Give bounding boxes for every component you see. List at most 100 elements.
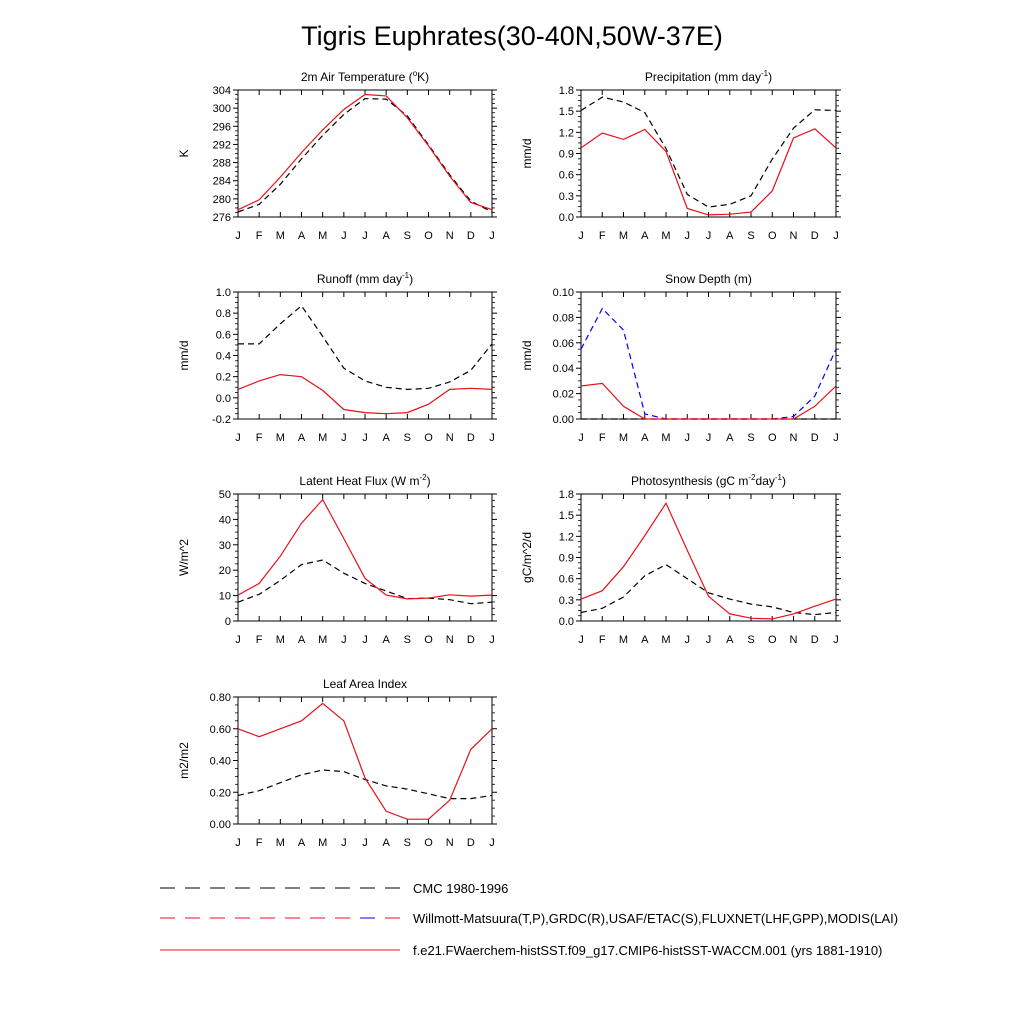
x-tick-label: J [235,634,241,646]
y-tick-label: 0.10 [553,287,574,299]
x-tick-label: J [362,230,368,242]
x-tick-label: O [424,230,433,242]
x-tick-label: N [446,230,454,242]
model-series-line [580,128,837,216]
y-tick-label: 0.2 [216,372,231,384]
x-tick-label: D [467,432,475,444]
x-tick-label: J [362,634,368,646]
x-tick-label: J [235,230,241,242]
legend-label: Willmott-Matsuura(T,P),GRDC(R),USAF/ETAC… [413,911,898,926]
legend-item: CMC 1980-1996 [160,881,508,896]
x-tick-label: A [382,432,390,444]
x-tick-label: M [318,634,327,646]
legend-label: CMC 1980-1996 [413,881,508,896]
x-tick-label: D [467,837,475,849]
x-tick-label: M [619,432,628,444]
x-tick-label: J [362,837,368,849]
x-tick-label: O [768,230,777,242]
panel-title: Photosynthesis (gC m-2day-1) [631,473,786,488]
panel-title: 2m Air Temperature (oK) [301,69,429,84]
x-tick-label: A [382,230,390,242]
model-series-line [237,702,493,820]
y-tick-label: 0.6 [216,329,231,341]
y-tick-label: 292 [213,139,231,151]
y-tick-label: 296 [213,121,231,133]
y-tick-label: 300 [213,103,231,115]
y-tick-label: 280 [213,194,231,206]
x-tick-label: J [706,432,712,444]
x-tick-label: D [811,432,819,444]
y-tick-label: 0.9 [559,553,574,565]
x-tick-label: S [404,230,411,242]
y-tick-label: 0.20 [210,787,231,799]
x-tick-label: N [446,837,454,849]
plot-frame [580,89,837,218]
y-tick-label: 0.40 [210,756,231,768]
x-tick-label: J [235,432,241,444]
x-tick-label: D [811,230,819,242]
chart-panel: Runoff (mm day-1)mm/dJ F M A M J J A S O N D J-0.20.… [177,271,497,444]
x-tick-label: J [489,634,495,646]
x-tick-label: A [726,432,734,444]
y-tick-label: 0.08 [553,312,574,324]
y-tick-label: 30 [219,540,231,552]
y-tick-label: 288 [213,158,231,170]
x-tick-label: D [467,634,475,646]
plot-frame [237,696,493,825]
legend-item: Willmott-Matsuura(T,P),GRDC(R),USAF/ETAC… [160,911,898,926]
x-tick-label: F [599,230,606,242]
y-tick-label: 1.8 [559,85,574,97]
x-tick-label: A [641,230,649,242]
obs-series-line [580,563,837,616]
y-tick-label: -0.2 [212,414,231,426]
x-tick-label: J [341,837,347,849]
x-tick-label: J [578,230,584,242]
y-tick-label: 0.9 [559,149,574,161]
x-tick-label: F [256,432,263,444]
x-tick-label: J [833,634,839,646]
model-series-line [580,382,837,420]
x-tick-label: J [362,432,368,444]
y-axis-label: m2/m2 [177,742,191,779]
page-title: Tigris Euphrates(30-40N,50W-37E) [301,21,723,51]
x-tick-label: M [276,230,285,242]
x-tick-label: S [404,634,411,646]
y-tick-label: 0.60 [210,724,231,736]
x-tick-label: S [404,837,411,849]
obs-series-line [238,304,493,391]
x-tick-label: J [489,837,495,849]
panel-title: Precipitation (mm day-1) [645,69,772,84]
x-tick-label: J [341,432,347,444]
x-tick-label: F [256,837,263,849]
x-tick-label: M [619,230,628,242]
x-tick-label: J [706,634,712,646]
x-tick-label: J [489,230,495,242]
x-tick-label: M [318,230,327,242]
x-tick-label: A [726,634,734,646]
obs-series-line [237,559,493,605]
y-tick-label: 40 [219,514,231,526]
y-tick-label: 0.02 [553,389,574,401]
y-tick-label: 0.0 [216,393,231,405]
x-tick-label: A [298,837,306,849]
obs-series-line [580,96,837,208]
y-tick-label: 0.8 [216,308,231,320]
y-axis-label: W/m^2 [177,539,191,576]
y-tick-label: 0.4 [216,351,231,363]
x-tick-label: M [661,230,670,242]
x-tick-label: F [256,230,263,242]
y-tick-label: 284 [213,176,231,188]
x-tick-label: O [424,432,433,444]
model-series-line [580,501,837,620]
plot-frame [237,89,493,218]
x-tick-label: N [790,432,798,444]
y-tick-label: 0.3 [559,595,574,607]
y-tick-label: 276 [213,212,231,224]
panel-title: Latent Heat Flux (W m-2) [299,473,430,488]
y-tick-label: 0.3 [559,191,574,203]
chart-panel: Photosynthesis (gC m-2day-1)gC/m^2/dJ F M A… [520,473,841,646]
y-tick-label: 0.00 [553,414,574,426]
chart-panel: Precipitation (mm day-1)mm/dJ F M A M J J A S O N D… [520,69,841,242]
y-axis-label: mm/d [520,341,534,371]
